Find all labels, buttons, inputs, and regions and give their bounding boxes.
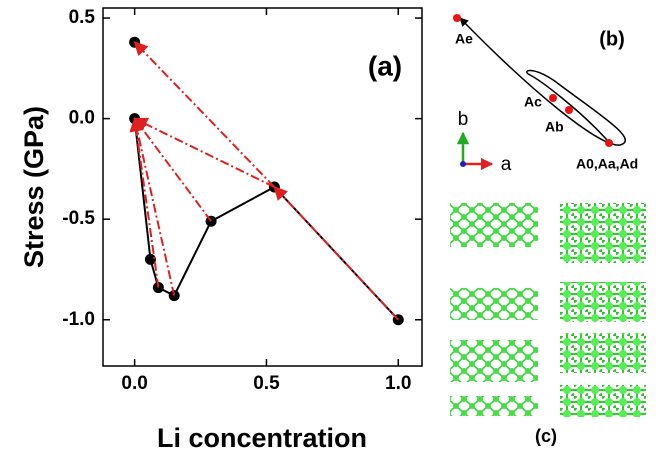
structure-image (560, 333, 646, 373)
x-tick-label: 1.0 (385, 373, 411, 394)
point-label: A0,Aa,Ad (576, 156, 638, 172)
y-axis-label: Stress (GPa) (19, 106, 49, 268)
state-point (605, 139, 613, 147)
panel-c: (c) (450, 203, 646, 446)
y-tick-label: 0.5 (69, 7, 96, 28)
relaxation-arrow (135, 119, 211, 222)
y-tick-label: -1.0 (62, 309, 95, 330)
panel-label: (c) (535, 426, 557, 446)
panel-label: (a) (368, 50, 402, 81)
structure-image (450, 340, 538, 382)
state-point (549, 94, 557, 102)
y-tick-label: -0.5 (62, 208, 95, 229)
structure-image (560, 282, 646, 322)
axis-label: b (458, 109, 469, 130)
structure-image (450, 288, 538, 320)
relaxation-arrow (135, 119, 175, 296)
panel-b: (b) Ae Ac Ab A0,Aa,Ad b a (453, 14, 638, 175)
structure-image (560, 203, 646, 263)
structure-image (450, 396, 538, 416)
y-tick-label: 0.0 (69, 108, 95, 129)
structure-image (450, 203, 538, 247)
point-label: Ae (455, 31, 473, 47)
plot-a: (a) Li concentration Stress (GPa) 0.0 0.5… (19, 7, 422, 453)
x-tick-label: 0.5 (253, 373, 280, 394)
x-axis-label: Li concentration (157, 423, 367, 453)
point-label: Ac (524, 94, 542, 110)
figure: (a) Li concentration Stress (GPa) 0.0 0.5… (0, 0, 662, 457)
point-label: Ab (545, 119, 564, 135)
axis-origin (460, 161, 466, 167)
x-tick-label: 0.0 (121, 373, 147, 394)
state-point (565, 106, 573, 114)
axis-label: a (501, 154, 512, 175)
panel-label: (b) (599, 28, 625, 50)
relaxation-arrow (135, 42, 275, 187)
relaxation-arrow (135, 119, 275, 187)
data-line (135, 119, 399, 320)
structure-image (560, 385, 646, 417)
state-point (453, 14, 461, 22)
